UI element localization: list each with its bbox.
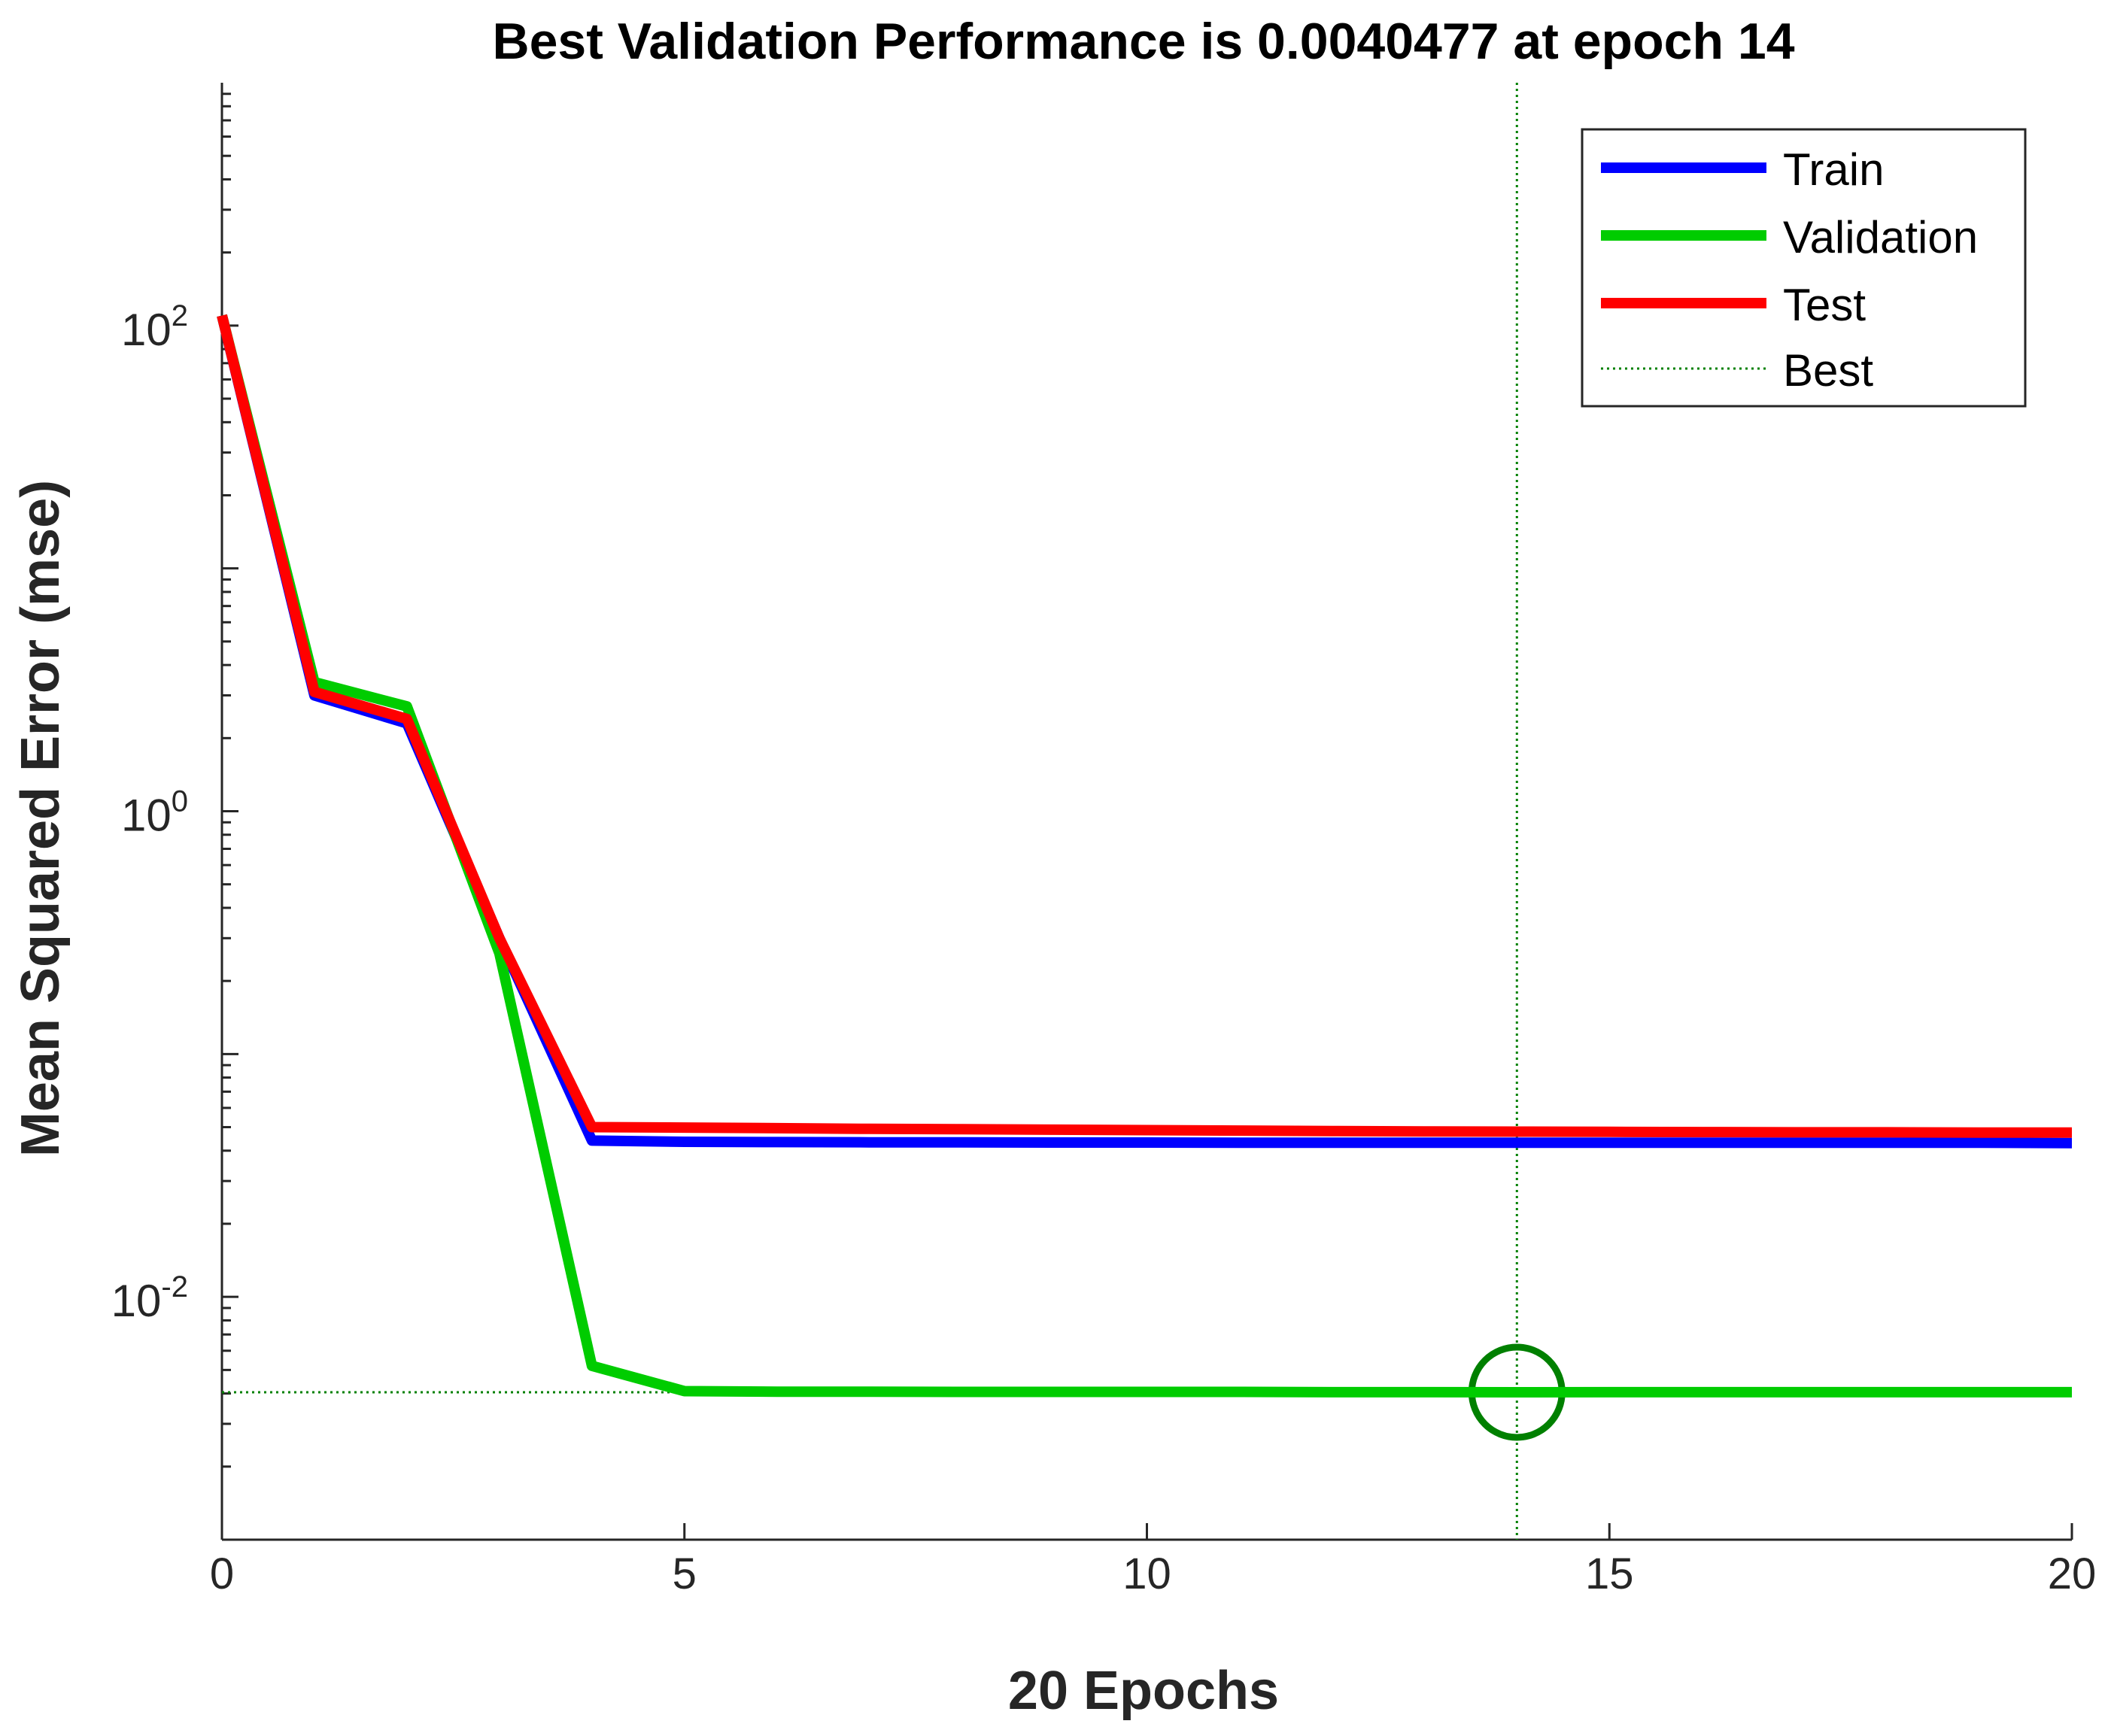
chart-title: Best Validation Performance is 0.0040477… [492, 13, 1794, 70]
y-tick-label: 10-2 [111, 1270, 188, 1326]
legend-label-best: Best [1783, 345, 1873, 396]
series-line-validation [217, 314, 2072, 1398]
y-tick-label: 102 [121, 299, 188, 355]
series-line-train [217, 314, 2073, 1149]
x-tick-labels: 0 5 10 15 20 [210, 1549, 2096, 1598]
series-group [217, 314, 2073, 1398]
y-tick-label: 100 [121, 785, 188, 841]
y-tick-labels: 102 100 10-2 [111, 299, 188, 1326]
x-tick-label: 20 [2048, 1549, 2097, 1598]
legend-box [1581, 128, 2027, 408]
legend-label-train: Train [1783, 144, 1884, 195]
x-tick-label: 5 [673, 1549, 697, 1598]
x-axis-label: 20 Epochs [1008, 1661, 1279, 1721]
legend-label-validation: Validation [1783, 212, 1978, 263]
x-tick-label: 15 [1585, 1549, 1634, 1598]
x-tick-label: 10 [1122, 1549, 1171, 1598]
y-axis-label: Mean Squared Error (mse) [11, 480, 71, 1157]
legend-label-test: Test [1783, 280, 1866, 330]
legend: Train Validation Test Best [1581, 128, 2027, 408]
axes [220, 83, 2073, 1541]
x-tick-label: 0 [210, 1549, 234, 1598]
series-line-test [217, 314, 2072, 1138]
